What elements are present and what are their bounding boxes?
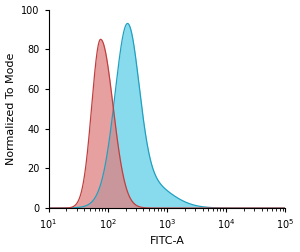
Y-axis label: Normalized To Mode: Normalized To Mode: [6, 53, 16, 165]
X-axis label: FITC-A: FITC-A: [149, 236, 184, 246]
